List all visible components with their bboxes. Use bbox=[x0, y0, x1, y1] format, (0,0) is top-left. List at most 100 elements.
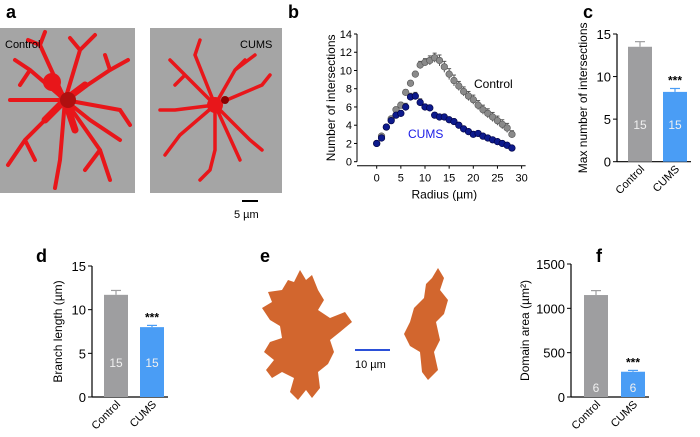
cums-image-label: CUMS bbox=[240, 39, 272, 51]
control-image-label: Control bbox=[5, 39, 40, 51]
n-label: 6 bbox=[593, 381, 600, 395]
data-point bbox=[377, 134, 386, 142]
x-category-label: Control bbox=[570, 399, 604, 433]
data-point bbox=[450, 117, 458, 126]
n-label: 15 bbox=[145, 356, 159, 370]
panel-label-e: e bbox=[260, 246, 270, 266]
data-point bbox=[450, 76, 458, 85]
significance-label: *** bbox=[145, 310, 159, 324]
panel-a: Control CUMS 5 µm bbox=[0, 28, 282, 221]
x-tick-label: 0 bbox=[374, 173, 380, 185]
y-tick-label: 1500 bbox=[536, 257, 565, 272]
bar-cums bbox=[621, 371, 645, 397]
n-label: 15 bbox=[109, 356, 123, 370]
significance-label: *** bbox=[626, 355, 640, 369]
legend-control: Control bbox=[474, 77, 513, 91]
data-point bbox=[508, 130, 516, 138]
y-tick-label: 0 bbox=[346, 157, 352, 169]
y-tick-label: 5 bbox=[79, 346, 86, 361]
panel-label-d: d bbox=[36, 246, 47, 266]
data-point bbox=[455, 121, 463, 129]
x-category-label: CUMS bbox=[128, 399, 159, 430]
data-point bbox=[411, 92, 419, 100]
y-tick-label: 10 bbox=[72, 303, 86, 318]
control-microglia-render bbox=[6, 30, 132, 190]
x-tick-label: 25 bbox=[491, 173, 503, 185]
y-tick-label: 0 bbox=[79, 390, 86, 405]
cums-microglia-render bbox=[158, 38, 272, 182]
data-point bbox=[484, 109, 492, 117]
y-tick-label: 4 bbox=[346, 120, 352, 132]
data-point bbox=[479, 106, 487, 114]
cums-domain-silhouette bbox=[404, 268, 448, 380]
data-point bbox=[435, 56, 444, 65]
panel-label-b: b bbox=[288, 2, 299, 22]
data-point bbox=[406, 79, 415, 87]
data-point bbox=[373, 139, 381, 148]
panel-e: 10 µm bbox=[262, 268, 448, 400]
y-tick-label: 10 bbox=[597, 70, 611, 85]
chart-c: 0 5 10 15 15 Control 15 *** CUMS Max number of in… bbox=[576, 22, 691, 197]
data-point bbox=[489, 113, 497, 121]
data-point bbox=[498, 120, 506, 128]
y-tick-label: 8 bbox=[346, 84, 352, 96]
y-axis-label: Max number of intersections bbox=[576, 22, 590, 173]
data-point bbox=[402, 88, 410, 96]
y-tick-label: 6 bbox=[346, 102, 352, 114]
bar-control bbox=[584, 295, 608, 397]
data-point bbox=[464, 92, 473, 100]
data-point bbox=[503, 124, 511, 132]
scale-bar-a-label: 5 µm bbox=[234, 209, 259, 221]
n-label: 6 bbox=[630, 381, 637, 395]
bar-control bbox=[104, 294, 128, 397]
n-label: 15 bbox=[633, 118, 647, 132]
panel-label-f: f bbox=[596, 246, 603, 266]
y-axis-label: Number of intersections bbox=[324, 34, 338, 161]
panel-label-a: a bbox=[6, 2, 17, 22]
x-category-label: CUMS bbox=[609, 399, 640, 430]
data-point bbox=[508, 144, 516, 152]
x-tick-label: 20 bbox=[467, 173, 479, 185]
x-category-label: CUMS bbox=[651, 163, 682, 194]
y-tick-label: 12 bbox=[340, 47, 352, 59]
data-point bbox=[387, 117, 395, 125]
x-tick-label: 5 bbox=[398, 173, 404, 185]
x-category-label: Control bbox=[614, 163, 648, 197]
bar-cums bbox=[663, 91, 687, 162]
data-point bbox=[382, 123, 390, 131]
x-axis-label: Radius (µm) bbox=[412, 188, 478, 202]
data-point bbox=[455, 82, 463, 90]
chart-d: 0 5 10 15 15 Control 15 *** CUMS Branch length (µ… bbox=[51, 259, 168, 432]
x-tick-label: 10 bbox=[419, 173, 431, 185]
y-tick-label: 500 bbox=[543, 346, 565, 361]
control-domain-silhouette bbox=[262, 270, 352, 400]
data-point bbox=[397, 109, 405, 117]
chart-b: 0 2 4 6 8 10 12 14 0 5 10 15 20 25 30 Radius (µm) Number… bbox=[324, 29, 528, 202]
chart-f: 0 500 1000 1500 6 Control 6 *** CUMS Domain area … bbox=[518, 257, 649, 432]
x-tick-label: 15 bbox=[443, 173, 455, 185]
y-tick-label: 2 bbox=[346, 138, 352, 150]
panel-label-c: c bbox=[583, 2, 593, 22]
data-point bbox=[411, 70, 419, 78]
data-point bbox=[416, 98, 424, 107]
y-tick-label: 14 bbox=[340, 29, 352, 41]
y-tick-label: 15 bbox=[72, 259, 86, 274]
data-point bbox=[440, 63, 448, 71]
bar-cums bbox=[140, 327, 164, 397]
y-tick-label: 10 bbox=[340, 65, 352, 77]
data-point bbox=[426, 104, 434, 112]
y-axis-label: Branch length (µm) bbox=[51, 280, 65, 382]
y-tick-label: 1000 bbox=[536, 301, 565, 316]
x-category-label: Control bbox=[90, 399, 124, 433]
y-tick-label: 15 bbox=[597, 27, 611, 42]
legend-cums: CUMS bbox=[408, 127, 443, 141]
x-tick-label: 30 bbox=[515, 173, 527, 185]
y-tick-label: 0 bbox=[558, 390, 565, 405]
data-point bbox=[469, 96, 477, 104]
y-tick-label: 5 bbox=[604, 112, 611, 127]
significance-label: *** bbox=[668, 73, 682, 87]
bar-control bbox=[628, 46, 652, 162]
series-control bbox=[373, 52, 516, 148]
